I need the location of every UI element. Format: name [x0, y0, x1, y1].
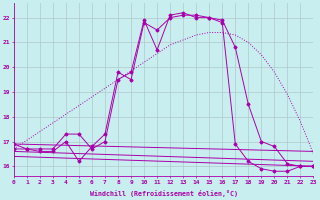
X-axis label: Windchill (Refroidissement éolien,°C): Windchill (Refroidissement éolien,°C) — [90, 190, 238, 197]
